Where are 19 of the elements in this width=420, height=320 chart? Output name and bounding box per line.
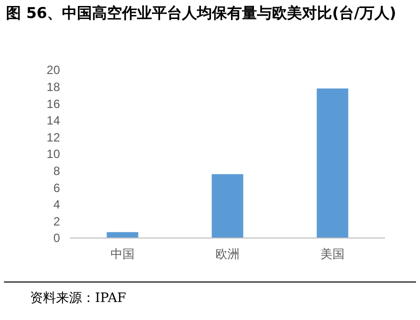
chart-title: 图 56、中国高空作业平台人均保有量与欧美对比(台/万人) — [6, 4, 396, 22]
y-tick-label: 14 — [46, 114, 60, 128]
y-tick-label: 20 — [46, 63, 60, 78]
y-tick-label: 18 — [46, 80, 60, 94]
y-tick-label: 0 — [53, 231, 60, 246]
bar — [106, 232, 138, 238]
y-tick-label: 4 — [53, 198, 60, 212]
y-tick-label: 2 — [53, 214, 60, 228]
x-tick-label: 美国 — [320, 247, 344, 261]
text: 资料来源：IPAF — [30, 291, 126, 306]
y-tick-label: 12 — [46, 130, 60, 144]
x-tick-label: 欧洲 — [216, 247, 240, 261]
x-tick-label: 中国 — [110, 247, 134, 261]
y-tick-label: 10 — [46, 147, 60, 162]
y-tick-label: 16 — [46, 96, 60, 111]
bar — [212, 174, 244, 238]
bar — [316, 88, 348, 238]
y-tick-label: 8 — [53, 164, 60, 178]
y-tick-label: 6 — [53, 180, 60, 195]
